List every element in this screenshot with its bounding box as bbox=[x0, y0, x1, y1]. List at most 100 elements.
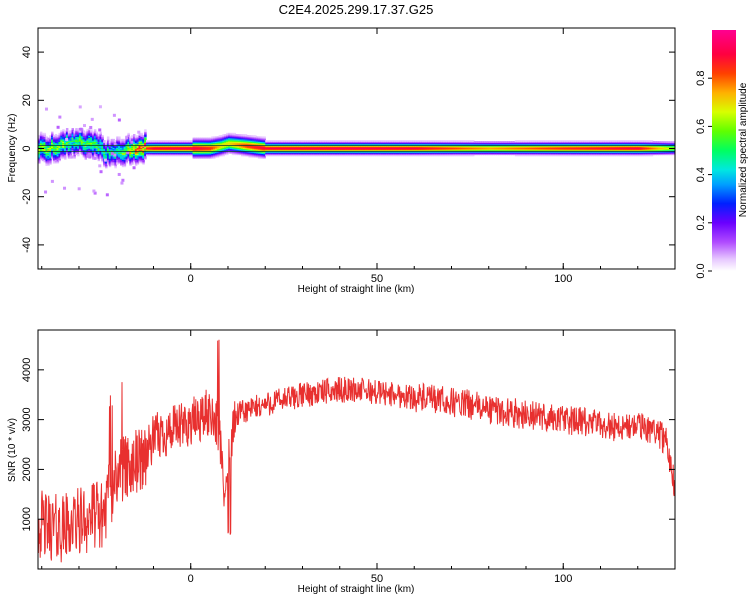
heatmap-cell bbox=[255, 150, 259, 153]
heatmap-cell bbox=[45, 143, 48, 146]
heatmap-cell bbox=[226, 147, 229, 150]
heatmap-cell bbox=[449, 152, 453, 154]
heatmap-cell bbox=[69, 153, 73, 156]
heatmap-cell bbox=[92, 131, 95, 134]
heatmap-cell bbox=[583, 147, 587, 150]
heatmap-cell bbox=[416, 152, 419, 154]
heatmap-cell bbox=[451, 152, 454, 154]
heatmap-cell bbox=[572, 142, 576, 145]
heatmap-cell bbox=[153, 149, 156, 152]
heatmap-cell bbox=[54, 136, 58, 139]
heatmap-cell bbox=[375, 150, 378, 153]
heatmap-cell bbox=[229, 134, 233, 136]
heatmap-cell bbox=[615, 142, 618, 145]
heatmap-cell bbox=[466, 143, 469, 146]
heatmap-cell bbox=[134, 135, 138, 138]
heatmap-cell bbox=[475, 142, 479, 145]
heatmap-cell bbox=[114, 158, 117, 160]
heatmap-cell bbox=[95, 136, 99, 139]
heatmap-cell bbox=[570, 141, 574, 144]
heatmap-cell bbox=[546, 150, 549, 153]
heatmap-cell bbox=[106, 142, 110, 145]
heatmap-cell bbox=[518, 149, 522, 152]
heatmap-cell bbox=[198, 150, 201, 153]
heatmap-cell bbox=[97, 159, 101, 162]
heatmap-cell bbox=[203, 138, 207, 141]
heatmap-cell bbox=[293, 148, 296, 151]
heatmap-cell bbox=[110, 160, 114, 163]
heatmap-cell bbox=[43, 152, 47, 154]
heatmap-cell bbox=[95, 148, 99, 151]
heatmap-cell bbox=[408, 142, 412, 145]
heatmap-cell bbox=[537, 142, 540, 145]
heatmap-cell bbox=[99, 152, 102, 154]
heatmap-cell bbox=[214, 142, 218, 145]
heatmap-cell bbox=[365, 149, 369, 152]
heatmap-cell bbox=[259, 137, 263, 140]
heatmap-cell bbox=[281, 146, 285, 148]
heatmap-cell bbox=[304, 149, 307, 152]
heatmap-cell bbox=[341, 142, 345, 145]
heatmap-cell bbox=[131, 137, 134, 140]
heatmap-cell bbox=[110, 158, 114, 160]
heatmap-cell bbox=[229, 141, 233, 144]
heatmap-cell bbox=[643, 149, 646, 152]
heatmap-cell bbox=[490, 141, 494, 144]
heatmap-cell bbox=[56, 154, 60, 157]
heatmap-cell bbox=[144, 129, 147, 132]
heatmap-cell bbox=[369, 143, 373, 146]
heatmap-cell bbox=[209, 141, 212, 144]
heatmap-cell bbox=[499, 142, 503, 145]
heatmap-cell bbox=[585, 153, 589, 156]
heatmap-cell bbox=[112, 162, 115, 165]
heatmap-cell bbox=[192, 154, 196, 157]
heatmap-cell bbox=[602, 152, 605, 154]
heatmap-cell bbox=[129, 150, 132, 153]
heatmap-cell bbox=[447, 150, 451, 153]
heatmap-cell bbox=[157, 141, 160, 144]
heatmap-cell bbox=[131, 162, 134, 165]
heatmap-cell bbox=[160, 153, 164, 156]
heatmap-cell bbox=[62, 147, 65, 150]
heatmap-cell bbox=[308, 148, 311, 151]
heatmap-cell bbox=[45, 162, 48, 165]
heatmap-cell bbox=[505, 150, 508, 153]
heatmap-cell bbox=[637, 148, 641, 151]
heatmap-cell bbox=[80, 138, 84, 141]
heatmap-cell bbox=[326, 149, 330, 152]
heatmap-cell bbox=[125, 154, 129, 157]
heatmap-cell bbox=[153, 140, 156, 142]
heatmap-cell bbox=[214, 155, 218, 158]
heatmap-cell bbox=[304, 140, 307, 142]
heatmap-cell bbox=[596, 152, 600, 154]
heatmap-cell bbox=[239, 135, 242, 138]
heatmap-cell bbox=[64, 147, 67, 150]
heatmap-cell bbox=[69, 134, 73, 136]
heatmap-cell bbox=[341, 147, 345, 150]
heatmap-cell bbox=[80, 136, 84, 139]
heatmap-cell bbox=[65, 130, 69, 133]
heatmap-cell bbox=[546, 141, 549, 144]
heatmap-cell bbox=[157, 152, 160, 154]
heatmap-cell bbox=[555, 154, 559, 157]
heatmap-cell bbox=[151, 150, 155, 153]
heatmap-cell bbox=[548, 154, 551, 157]
heatmap-cell bbox=[41, 153, 45, 156]
heatmap-cell bbox=[237, 150, 240, 153]
heatmap-cell bbox=[561, 141, 564, 144]
heatmap-cell bbox=[492, 147, 495, 150]
heatmap-cell bbox=[367, 149, 371, 152]
heatmap-cell bbox=[60, 134, 63, 136]
heatmap-cell bbox=[535, 147, 538, 150]
heatmap-cell bbox=[134, 153, 138, 156]
heatmap-cell bbox=[62, 155, 65, 158]
heatmap-cell bbox=[62, 142, 65, 145]
heatmap-cell bbox=[378, 154, 382, 157]
heatmap-cell bbox=[540, 152, 544, 154]
heatmap-cell bbox=[69, 130, 73, 133]
heatmap-cell bbox=[451, 141, 454, 144]
heatmap-cell bbox=[41, 155, 45, 158]
heatmap-cell bbox=[250, 141, 253, 144]
heatmap-cell bbox=[140, 150, 143, 153]
heatmap-cell bbox=[252, 135, 255, 138]
